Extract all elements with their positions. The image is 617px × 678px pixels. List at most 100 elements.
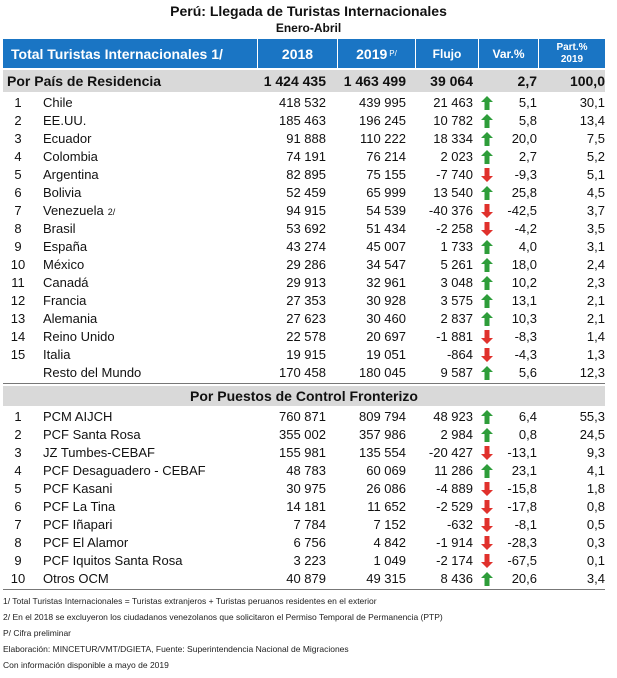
cell-rank: 4 xyxy=(14,149,22,164)
cell-part: 9,3 xyxy=(586,445,605,460)
cell-y2018: 82 895 xyxy=(286,167,326,182)
cell-name: PCF Santa Rosa xyxy=(43,426,253,444)
header-2018: 2018 xyxy=(257,39,337,68)
arrow-up-icon xyxy=(481,186,493,200)
cell-name: PCF Iquitos Santa Rosa xyxy=(43,552,253,570)
cell-part: 13,4 xyxy=(579,113,605,128)
arrow-up-icon xyxy=(481,258,493,272)
cell-var: 13,1 xyxy=(511,293,537,308)
cell-y2019: 809 794 xyxy=(359,409,406,424)
arrow-up-icon xyxy=(481,294,493,308)
cell-flujo: -7 740 xyxy=(436,167,473,182)
footnote: 2/ En el 2018 se excluyeron los ciudadan… xyxy=(3,612,443,622)
cell-flujo: -4 889 xyxy=(436,481,473,496)
cell-rank: 1 xyxy=(14,409,22,424)
arrow-up-icon xyxy=(481,428,493,442)
cell-part: 3,1 xyxy=(586,239,605,254)
table-row: 2 PCF Santa Rosa 355 002 357 986 2 984 0,8 24,… xyxy=(3,426,605,444)
cell-part: 2,1 xyxy=(586,293,605,308)
cell-y2019: 110 222 xyxy=(359,131,406,146)
section-header: Por País de Residencia 1 424 435 1 463 499… xyxy=(3,70,605,92)
arrow-down-icon xyxy=(481,222,493,236)
cell-rank: 11 xyxy=(11,275,25,290)
cell-y2018: 27 353 xyxy=(286,293,326,308)
header-part-line2: 2019 xyxy=(560,53,584,65)
cell-part: 2,3 xyxy=(586,275,605,290)
row-name: Venezuela xyxy=(43,203,104,218)
cell-rank: 5 xyxy=(14,481,22,496)
arrow-down-icon xyxy=(481,482,493,496)
cell-flujo: -2 258 xyxy=(436,221,473,236)
row-name: Reino Unido xyxy=(43,329,115,344)
cell-name: PCM AIJCH xyxy=(43,408,253,426)
footnote: Con información disponible a mayo de 201… xyxy=(3,660,169,670)
section-total-part: 100,0 xyxy=(569,73,605,89)
row-name: Brasil xyxy=(43,221,76,236)
cell-name: Argentina xyxy=(43,166,253,184)
row-name: PCF La Tina xyxy=(43,499,116,514)
table-row: 7 PCF Iñapari 7 784 7 152 -632 -8,1 0,5 xyxy=(3,516,605,534)
cell-y2018: 43 274 xyxy=(286,239,326,254)
cell-y2019: 49 315 xyxy=(366,571,406,586)
cell-y2019: 1 049 xyxy=(373,553,406,568)
cell-var: 5,8 xyxy=(518,113,537,128)
arrow-up-icon xyxy=(481,240,493,254)
cell-y2019: 135 554 xyxy=(359,445,406,460)
table-row: 14 Reino Unido 22 578 20 697 -1 881 -8,3 1,4 xyxy=(3,328,605,346)
arrow-up-icon xyxy=(481,366,493,380)
cell-y2019: 75 155 xyxy=(366,167,406,182)
cell-flujo: 2 837 xyxy=(440,311,473,326)
row-name: Chile xyxy=(43,95,73,110)
header-flujo: Flujo xyxy=(415,39,478,68)
cell-y2019: 20 697 xyxy=(366,329,406,344)
table-row: 3 Ecuador 91 888 110 222 18 334 20,0 7,5 xyxy=(3,130,605,148)
arrow-up-icon xyxy=(481,132,493,146)
cell-y2018: 155 981 xyxy=(279,445,326,460)
cell-y2019: 19 051 xyxy=(366,347,406,362)
cell-name: PCF El Alamor xyxy=(43,534,253,552)
cell-y2018: 3 223 xyxy=(293,553,326,568)
table-row: 15 Italia 19 915 19 051 -864 -4,3 1,3 xyxy=(3,346,605,364)
cell-rank: 1 xyxy=(14,95,22,110)
row-name: PCF Santa Rosa xyxy=(43,427,141,442)
header-total: Total Turistas Internacionales 1/ xyxy=(11,45,223,62)
header-2019-label: 2019 xyxy=(356,45,388,62)
table-row: 2 EE.UU. 185 463 196 245 10 782 5,8 13,4 xyxy=(3,112,605,130)
cell-name: PCF Kasani xyxy=(43,480,253,498)
table-row: Resto del Mundo 170 458 180 045 9 587 5,6 12,… xyxy=(3,364,605,382)
cell-var: -15,8 xyxy=(507,481,537,496)
cell-var: -67,5 xyxy=(507,553,537,568)
arrow-up-icon xyxy=(481,276,493,290)
cell-part: 1,8 xyxy=(586,481,605,496)
cell-var: -42,5 xyxy=(507,203,537,218)
section-divider xyxy=(3,589,605,590)
cell-rank: 2 xyxy=(14,427,22,442)
cell-rank: 5 xyxy=(14,167,22,182)
page-title: Perú: Llegada de Turistas Internacionale… xyxy=(170,3,447,19)
cell-var: -8,1 xyxy=(514,517,537,532)
table-row: 6 PCF La Tina 14 181 11 652 -2 529 -17,8 0,8 xyxy=(3,498,605,516)
row-name: PCF Iquitos Santa Rosa xyxy=(43,553,183,568)
cell-rank: 6 xyxy=(14,185,22,200)
row-name: PCM AIJCH xyxy=(43,409,113,424)
cell-part: 4,1 xyxy=(586,463,605,478)
cell-flujo: 21 463 xyxy=(433,95,473,110)
table-row: 11 Canadá 29 913 32 961 3 048 10,2 2,3 xyxy=(3,274,605,292)
cell-name: Bolivia xyxy=(43,184,253,202)
cell-var: 18,0 xyxy=(511,257,537,272)
table-row: 4 PCF Desaguadero - CEBAF 48 783 60 069 11 2… xyxy=(3,462,605,480)
cell-rank: 14 xyxy=(10,329,26,344)
row-name: Colombia xyxy=(43,149,98,164)
cell-y2018: 7 784 xyxy=(293,517,326,532)
table-header: Total Turistas Internacionales 1/ 2018 2… xyxy=(3,39,605,68)
cell-rank: 3 xyxy=(14,445,22,460)
cell-y2019: 439 995 xyxy=(359,95,406,110)
footnote: P/ Cifra preliminar xyxy=(3,628,72,638)
cell-flujo: 8 436 xyxy=(440,571,473,586)
cell-flujo: 13 540 xyxy=(433,185,473,200)
cell-var: 20,0 xyxy=(511,131,537,146)
row-name: Otros OCM xyxy=(43,571,109,586)
cell-y2018: 6 756 xyxy=(293,535,326,550)
cell-rank: 12 xyxy=(10,293,26,308)
cell-y2018: 48 783 xyxy=(286,463,326,478)
